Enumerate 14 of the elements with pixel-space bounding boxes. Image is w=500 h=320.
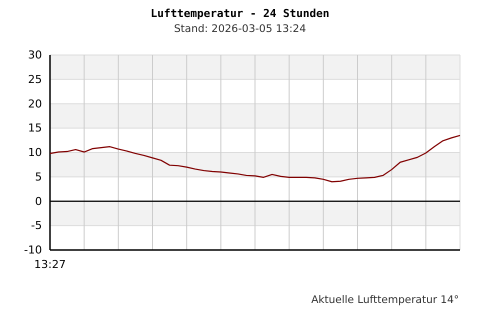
y-tick-label: 25 [28,72,42,86]
y-tick-label: 20 [28,97,42,110]
y-tick-label: 5 [35,170,42,184]
line-series [49,134,461,182]
y-tick-label: -10 [24,244,42,257]
y-tick-label: 15 [28,122,42,135]
text: 13:27 [34,258,66,271]
y-tick-label: 0 [35,194,42,208]
chart-title: Lufttemperatur - 24 Stunden [150,7,330,20]
text: Aktuelle Lufttemperatur 14° [311,294,459,306]
y-tick-label: 30 [28,48,42,62]
y-tick-label: -5 [31,219,42,232]
y-tick-label: 10 [28,146,42,160]
chart-subtitle: Stand: 2026-03-05 13:24 [174,23,306,35]
